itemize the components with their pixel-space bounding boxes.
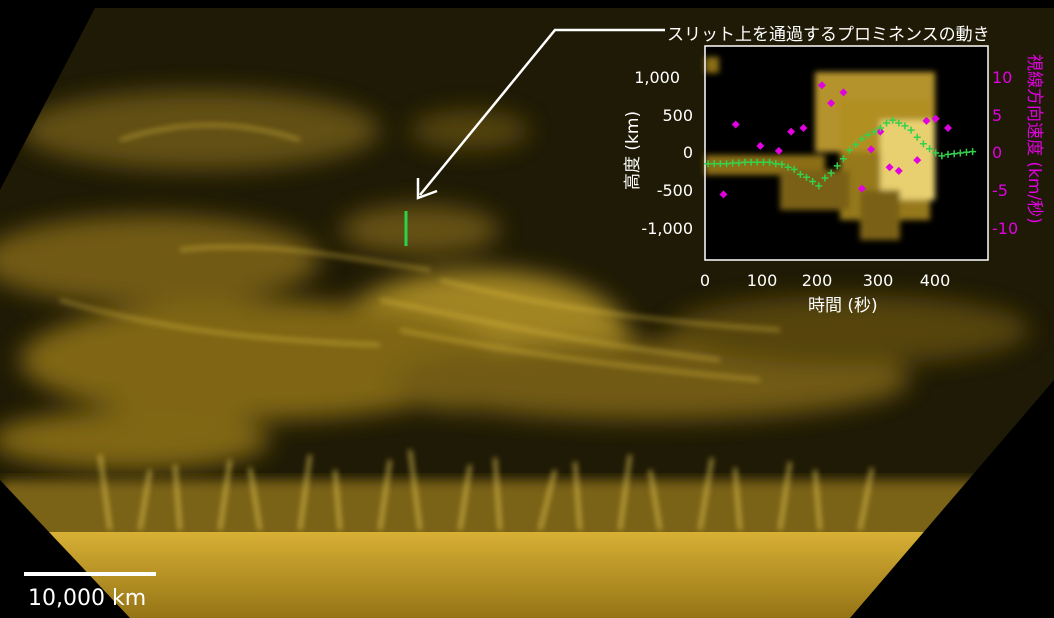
height-point (772, 160, 780, 168)
height-point (938, 152, 946, 160)
height-point (747, 158, 755, 166)
y-tick-right: 5 (992, 106, 1003, 125)
annotation-arrow (416, 28, 665, 200)
annotation-label: スリット上を通過するプロミネンスの動き (667, 25, 990, 45)
velocity-point (839, 88, 848, 97)
height-point (852, 140, 860, 148)
height-point (827, 169, 835, 177)
velocity-point (756, 141, 765, 150)
height-point (833, 162, 841, 170)
height-point (821, 174, 829, 182)
height-point (839, 155, 847, 163)
height-point (790, 165, 798, 173)
velocity-point (876, 127, 885, 136)
height-point (784, 163, 792, 171)
y-tick-right: 10 (992, 68, 1013, 87)
height-point (944, 150, 952, 158)
scale-label: 10,000 km (28, 586, 147, 611)
velocity-point (799, 124, 808, 133)
velocity-point (857, 184, 866, 193)
inset-x-label: 時間 (秒) (808, 296, 878, 316)
height-point (864, 131, 872, 139)
height-point (926, 145, 934, 153)
velocity-point (944, 124, 953, 133)
height-point (803, 173, 811, 181)
height-point (735, 159, 743, 167)
velocity-point (719, 190, 728, 199)
height-point (858, 135, 866, 143)
height-point (759, 158, 767, 166)
height-point (716, 160, 724, 168)
height-point (796, 170, 804, 178)
height-point (932, 149, 940, 157)
height-point (778, 160, 786, 168)
y-tick-right: 0 (992, 143, 1003, 162)
height-point (809, 178, 817, 186)
velocity-point (894, 166, 903, 175)
height-point (901, 122, 909, 130)
velocity-point (787, 127, 796, 136)
height-point (919, 140, 927, 148)
y-tick-left: 0 (682, 143, 693, 162)
x-tick: 300 (862, 271, 894, 290)
inset-markers (704, 45, 989, 261)
height-point (753, 158, 761, 166)
height-point (766, 158, 774, 166)
scale-bar (24, 572, 156, 576)
height-point (710, 160, 718, 168)
velocity-point (731, 120, 740, 129)
height-point (741, 158, 749, 166)
y-tick-left: 1,000 (634, 68, 680, 87)
x-tick: 100 (746, 271, 778, 290)
velocity-point (774, 146, 783, 155)
inset-y-label-right: 視線方向速度 (km/秒) (1024, 54, 1044, 224)
height-point (882, 119, 890, 127)
inset-plot-image (705, 46, 988, 260)
velocity-point (867, 145, 876, 154)
height-point (907, 126, 915, 134)
height-point (895, 119, 903, 127)
y-tick-left: -500 (656, 181, 693, 200)
inset-frame (704, 45, 989, 261)
height-point (962, 148, 970, 156)
height-point (870, 128, 878, 136)
height-point (950, 150, 958, 158)
velocity-point (922, 116, 931, 125)
height-point (704, 160, 712, 168)
height-point (815, 182, 823, 190)
velocity-point (817, 81, 826, 90)
velocity-point (827, 99, 836, 108)
x-tick: 0 (699, 271, 711, 290)
height-point (889, 116, 897, 124)
height-point (969, 148, 977, 156)
velocity-point (913, 156, 922, 165)
height-point (913, 133, 921, 141)
velocity-point (885, 163, 894, 172)
x-tick: 200 (801, 271, 833, 290)
x-tick: 400 (919, 271, 951, 290)
y-tick-right: -10 (992, 219, 1019, 238)
inset-y-label-left: 高度 (km) (623, 110, 643, 190)
velocity-point (931, 114, 940, 123)
height-point (956, 149, 964, 157)
height-point (723, 160, 731, 168)
y-tick-right: -5 (992, 181, 1008, 200)
y-tick-left: 500 (662, 106, 693, 125)
height-point (729, 159, 737, 167)
height-point (846, 146, 854, 154)
y-tick-left: -1,000 (641, 219, 693, 238)
height-point (876, 124, 884, 132)
